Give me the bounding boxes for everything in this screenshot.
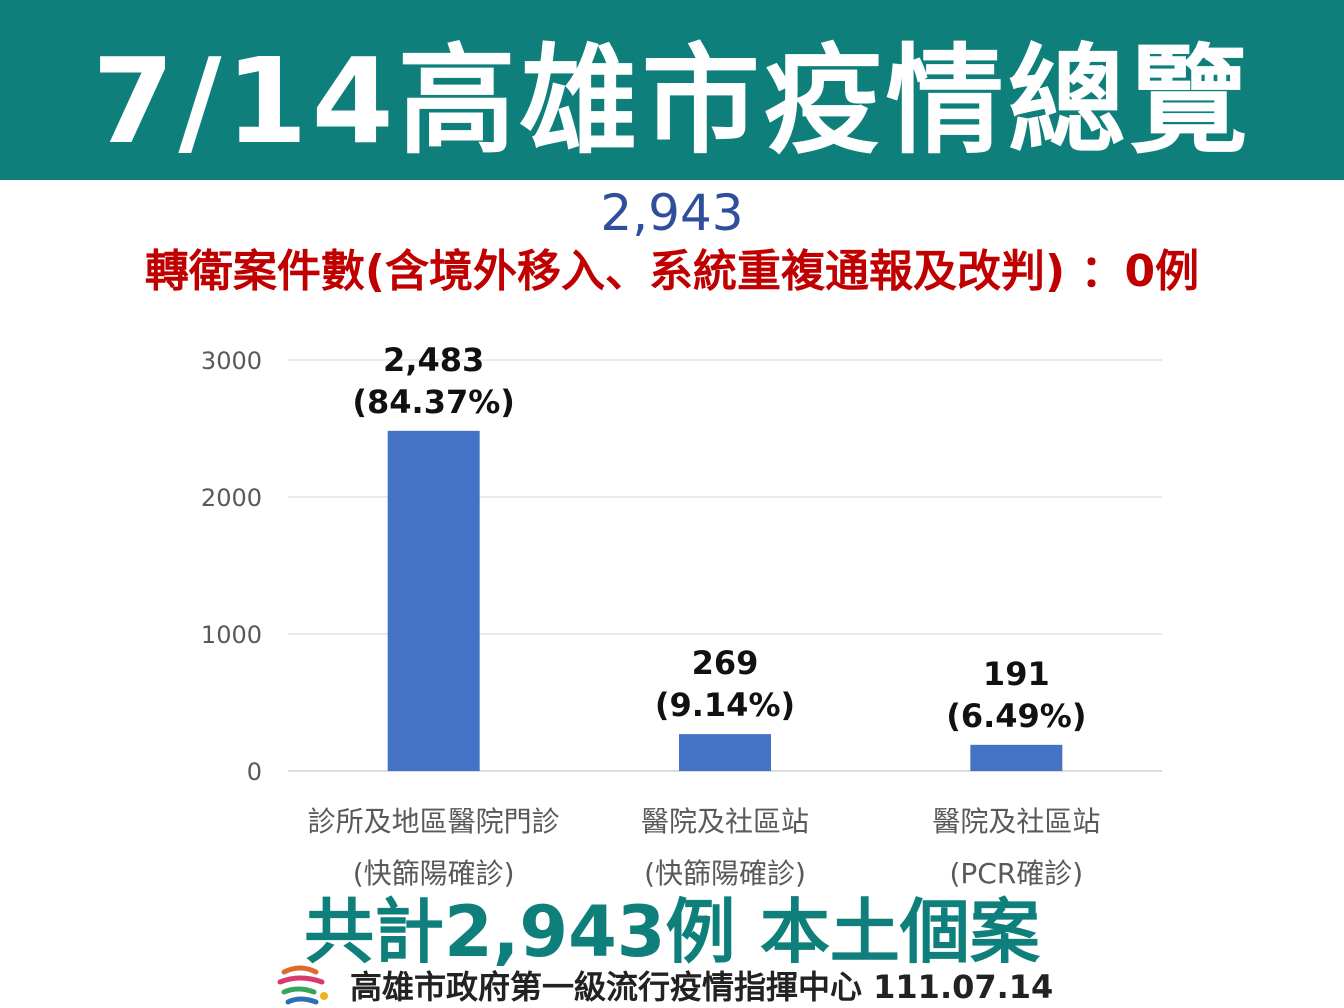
page-title: 7/14高雄市疫情總覽	[92, 31, 1252, 170]
summary-total: 共計2,943例 本土個案	[304, 891, 1040, 973]
data-label-count: 191	[983, 655, 1050, 693]
x-category-label: 醫院及社區站	[932, 805, 1100, 838]
data-label-percent: (9.14%)	[655, 686, 795, 724]
header-banner: 7/14高雄市疫情總覽	[0, 0, 1344, 180]
data-label-count: 2,483	[383, 341, 484, 379]
bar-chart: 0 1000 2000 3000 2,483 (84.37%) 診所及地區醫院門診 (快篩陽確…	[201, 341, 1162, 890]
bar	[970, 744, 1063, 771]
x-category-sublabel: (PCR確診)	[949, 857, 1083, 890]
footer: 高雄市政府第一級流行疫情指揮中心 111.07.14	[270, 962, 1090, 1008]
y-tick-label: 1000	[201, 621, 262, 649]
x-category-label: 診所及地區醫院門診	[308, 805, 560, 838]
y-tick-label: 0	[247, 758, 262, 786]
transfer-cases-line: 轉衛案件數(含境外移入、系統重複通報及改判) ：0例	[144, 246, 1200, 297]
footer-text: 高雄市政府第一級流行疫情指揮中心 111.07.14	[350, 968, 1054, 1006]
kaohsiung-logo-icon	[277, 965, 328, 1005]
data-label-percent: (84.37%)	[352, 383, 515, 421]
x-category-sublabel: (快篩陽確診)	[353, 857, 515, 890]
x-category-label: 醫院及社區站	[641, 805, 809, 838]
total-count: 2,943	[600, 184, 744, 242]
x-category-sublabel: (快篩陽確診)	[644, 857, 806, 890]
y-tick-label: 2000	[201, 484, 262, 512]
data-label-count: 269	[692, 644, 759, 682]
data-label-percent: (6.49%)	[946, 697, 1086, 735]
bar	[387, 430, 480, 771]
bar	[679, 734, 771, 771]
y-tick-label: 3000	[201, 347, 262, 375]
